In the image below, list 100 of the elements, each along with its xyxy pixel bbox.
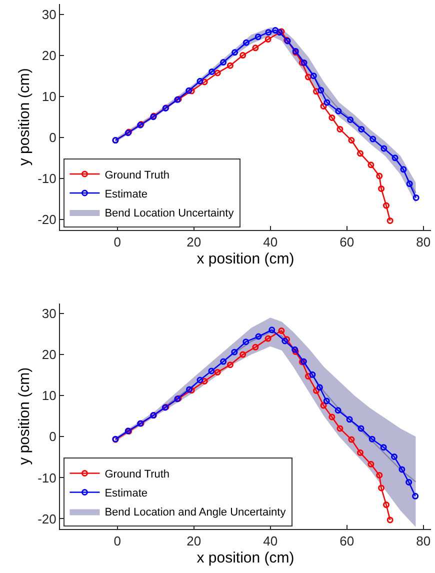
y-tick-label: -20 — [38, 212, 56, 228]
y-tick-label: 10 — [42, 388, 56, 404]
point — [412, 194, 420, 201]
legend-label: Bend Location Uncertainty — [104, 207, 234, 220]
legend-label: Bend Location and Angle Uncertainty — [104, 506, 286, 519]
point — [347, 116, 354, 123]
point — [255, 333, 262, 340]
point — [391, 454, 398, 460]
point — [264, 36, 272, 43]
point — [412, 492, 419, 500]
x-tick-label: 60 — [340, 534, 354, 549]
point — [386, 516, 394, 524]
point — [334, 407, 342, 414]
point — [196, 376, 204, 384]
point — [268, 326, 276, 334]
point — [313, 88, 320, 95]
y-axis-title: y position (cm) — [16, 367, 33, 465]
point — [368, 162, 374, 168]
point — [406, 180, 413, 188]
point — [309, 371, 316, 378]
point — [316, 384, 323, 391]
y-tick-label: 0 — [49, 429, 56, 444]
point — [313, 387, 320, 394]
y-tick-label: 10 — [42, 88, 56, 104]
point — [214, 368, 221, 376]
point — [348, 436, 355, 443]
point — [383, 502, 390, 508]
point — [254, 34, 262, 40]
x-tick-label: 20 — [186, 234, 202, 250]
point — [386, 217, 394, 224]
legend-label: Estimate — [104, 488, 148, 500]
point — [376, 472, 383, 478]
x-tick-label: 60 — [340, 234, 354, 250]
point — [358, 425, 364, 432]
point — [380, 444, 387, 451]
legend-label: Ground Truth — [104, 468, 170, 481]
point — [304, 74, 312, 80]
point — [272, 27, 279, 34]
x-tick-label: 20 — [186, 534, 202, 549]
point — [368, 436, 376, 442]
point — [242, 338, 250, 346]
point — [356, 449, 364, 456]
point — [368, 460, 374, 468]
point — [201, 378, 208, 384]
point — [226, 62, 234, 69]
point — [320, 402, 327, 409]
point — [376, 172, 383, 180]
x-axis-title: x position (cm) — [196, 550, 294, 567]
point — [265, 29, 272, 36]
y-tick-label: -20 — [38, 511, 56, 526]
x-axis-title: x position (cm) — [196, 250, 294, 268]
point — [392, 154, 398, 162]
point — [370, 136, 376, 142]
point — [226, 362, 234, 368]
point — [324, 99, 330, 106]
point — [336, 126, 344, 132]
y-tick-label: -10 — [38, 170, 56, 186]
point — [336, 425, 344, 432]
point — [240, 52, 246, 59]
point — [383, 202, 390, 209]
point — [406, 478, 412, 486]
point — [186, 87, 192, 94]
point — [232, 49, 238, 56]
x-tick-label: 80 — [416, 234, 431, 250]
point — [356, 150, 364, 157]
point — [380, 145, 388, 152]
point — [378, 185, 385, 192]
point — [252, 344, 259, 350]
point — [278, 328, 285, 334]
point — [328, 114, 336, 121]
y-tick-label: 20 — [42, 347, 56, 362]
y-axis-title: y position (cm) — [16, 68, 33, 166]
x-tick-label: 80 — [416, 534, 431, 549]
point — [252, 44, 259, 52]
point — [358, 126, 365, 132]
y-tick-label: 30 — [42, 306, 56, 322]
point — [231, 348, 238, 356]
point — [208, 68, 216, 75]
point — [328, 414, 336, 420]
x-tick-label: 0 — [114, 234, 121, 250]
point — [378, 484, 385, 492]
legend-label: Estimate — [104, 188, 148, 200]
point — [214, 70, 221, 76]
point — [318, 86, 324, 94]
legend-label: Ground Truth — [104, 169, 170, 182]
point — [335, 108, 342, 114]
point — [196, 78, 204, 84]
point — [188, 88, 195, 94]
point — [220, 59, 227, 66]
point — [310, 72, 317, 80]
x-tick-label: 0 — [114, 534, 121, 549]
x-tick-label: 40 — [263, 534, 278, 549]
x-tick-label: 40 — [263, 234, 278, 250]
point — [243, 39, 250, 46]
y-tick-label: 30 — [42, 6, 56, 22]
point — [320, 102, 327, 110]
point — [240, 351, 246, 358]
point — [348, 137, 355, 144]
point — [208, 368, 215, 374]
point — [201, 78, 208, 86]
